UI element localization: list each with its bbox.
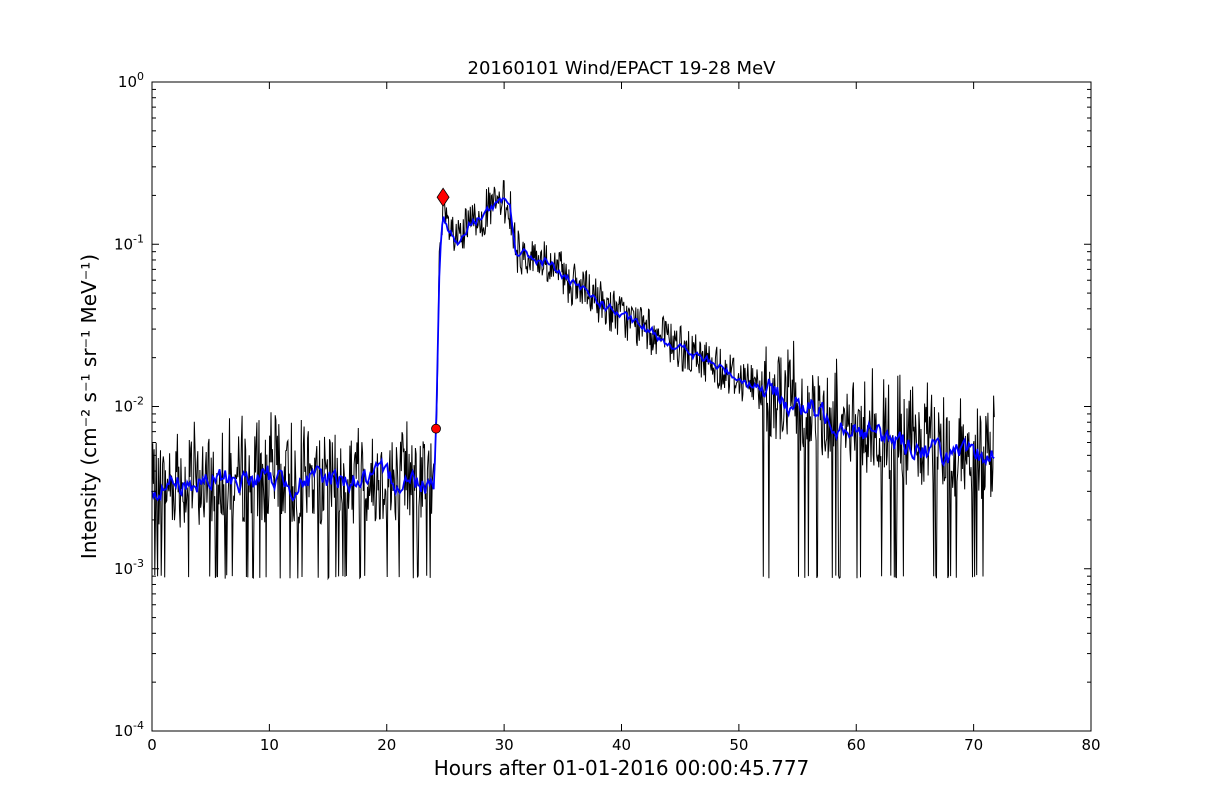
x-axis: 0 10 20 30 40 50 60 70 80 xyxy=(147,82,1101,754)
y-axis: 10-4 10-3 10-2 10-1 100 xyxy=(114,70,1091,740)
x-tick-label: 70 xyxy=(964,736,983,754)
y-tick-label: 10-4 xyxy=(114,719,144,740)
x-tick-label: 30 xyxy=(495,736,514,754)
y-tick-label: 10-1 xyxy=(114,232,144,253)
peak-marker xyxy=(436,187,450,207)
plot-frame xyxy=(151,81,1092,732)
y-tick-label: 10-3 xyxy=(114,557,144,578)
y-tick-label: 100 xyxy=(118,70,144,91)
onset-marker xyxy=(431,423,441,434)
x-tick-label: 10 xyxy=(260,736,279,754)
y-axis-label: Intensity (cm⁻² s⁻¹ sr⁻¹ MeV⁻¹) xyxy=(77,254,101,559)
x-tick-label: 50 xyxy=(729,736,748,754)
x-tick-label: 0 xyxy=(147,736,157,754)
series-line-smoothed xyxy=(151,197,995,502)
x-tick-label: 20 xyxy=(377,736,396,754)
y-tick-label: 10-2 xyxy=(114,395,144,416)
x-tick-label: 80 xyxy=(1081,736,1100,754)
x-tick-label: 40 xyxy=(612,736,631,754)
marker-layer xyxy=(431,187,450,434)
series-layer xyxy=(151,179,995,581)
chart-title: 20160101 Wind/EPACT 19-28 MeV xyxy=(468,58,777,79)
x-tick-label: 60 xyxy=(847,736,866,754)
series-line-raw xyxy=(151,179,995,581)
x-axis-label: Hours after 01-01-2016 00:00:45.777 xyxy=(434,756,810,780)
